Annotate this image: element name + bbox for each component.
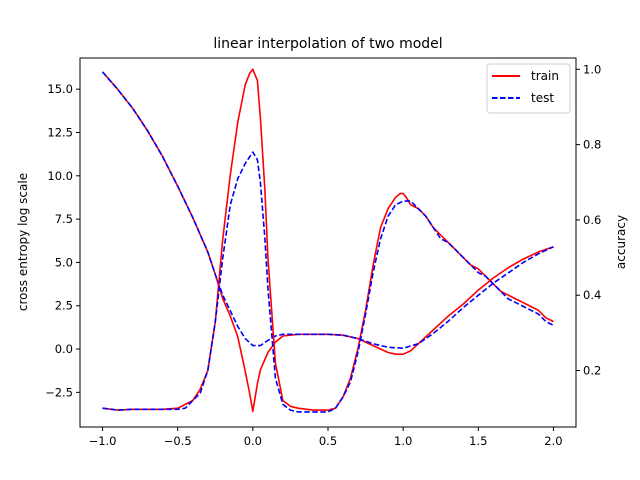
legend-label-test: test (531, 91, 554, 105)
chart-title: linear interpolation of two model (213, 36, 442, 52)
y-right-axis-label: accuracy (614, 215, 628, 269)
y-left-tick-label: 0.0 (55, 342, 73, 356)
x-tick-label: −0.5 (164, 434, 192, 448)
y-left-tick-label: 5.0 (55, 255, 73, 269)
y-right-axis-ticks: 0.2 0.4 0.6 0.8 1.0 (576, 62, 601, 378)
series-line-train-cross-entropy (101, 71, 554, 413)
x-tick-label: 2.0 (544, 434, 562, 448)
y-left-tick-label: 15.0 (47, 82, 73, 96)
y-right-tick-label: 0.8 (583, 138, 601, 152)
x-tick-label: 1.5 (469, 434, 487, 448)
series-line-test-cross-entropy (101, 71, 554, 350)
y-left-axis-label: cross entropy log scale (16, 173, 30, 311)
y-left-axis-ticks: −2.5 0.0 2.5 5.0 7.5 10.0 12.5 15.0 (45, 82, 80, 399)
y-left-tick-label: 10.0 (47, 169, 73, 183)
legend-label-train: train (531, 69, 559, 83)
legend: train test (486, 63, 571, 114)
x-tick-label: 0.0 (244, 434, 262, 448)
y-right-tick-label: 0.2 (583, 364, 601, 378)
x-tick-label: 0.5 (319, 434, 337, 448)
y-left-tick-label: 7.5 (55, 212, 73, 226)
y-right-tick-label: 1.0 (583, 62, 601, 76)
plot-area (79, 57, 577, 428)
y-left-tick-label: 2.5 (55, 299, 73, 313)
series-layer (101, 68, 554, 413)
x-axis-ticks: −1.0 −0.5 0.0 0.5 1.0 1.5 2.0 (89, 427, 563, 448)
x-tick-label: −1.0 (89, 434, 117, 448)
y-left-tick-label: 12.5 (47, 125, 73, 139)
y-right-tick-label: 0.6 (583, 213, 601, 227)
series-line-test-accuracy (102, 151, 554, 413)
x-tick-label: 1.0 (394, 434, 412, 448)
y-right-tick-label: 0.4 (583, 288, 601, 302)
y-left-tick-label: −2.5 (45, 385, 73, 399)
